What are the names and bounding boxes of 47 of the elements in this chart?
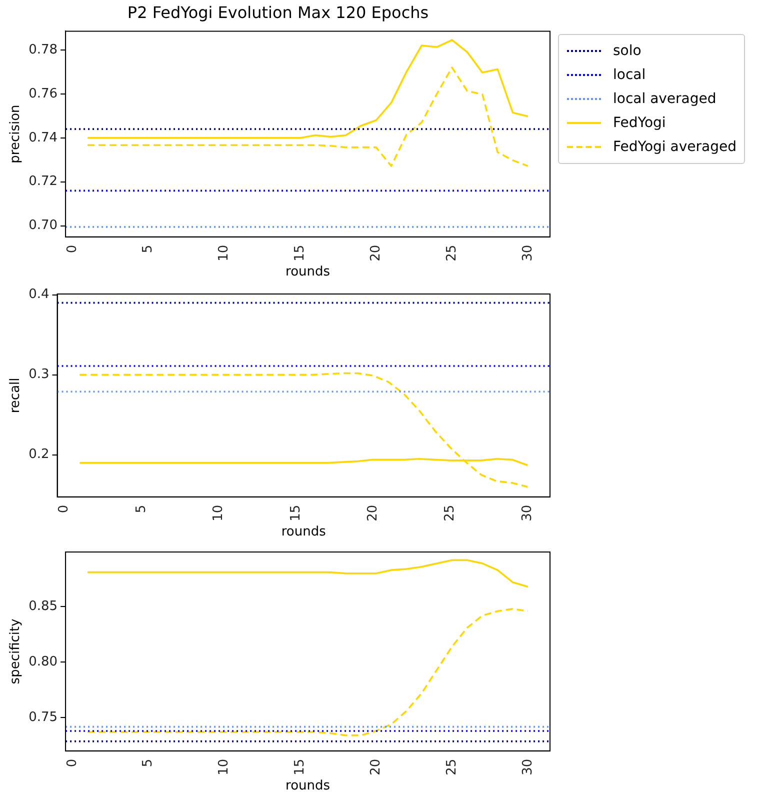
- y-tick-label: 0.85: [28, 599, 58, 614]
- x-tick-label: 30: [520, 758, 536, 776]
- y-tick-label: 0.74: [28, 130, 58, 146]
- x-tick-label: 25: [444, 758, 460, 776]
- x-tick-label: 5: [140, 758, 156, 768]
- y-tick-label: 0.78: [28, 42, 58, 58]
- y-tick-label: 0.80: [28, 654, 58, 670]
- x-tick-label: 30: [520, 504, 535, 522]
- line-series: [86, 66, 529, 167]
- x-tick-label: 20: [368, 758, 384, 776]
- y-axis-title: recall: [8, 378, 24, 414]
- x-tick-label: 15: [292, 758, 308, 776]
- legend-label: local averaged: [613, 91, 716, 107]
- y-axis-title: precision: [8, 104, 24, 164]
- x-tick-label: 30: [520, 244, 536, 262]
- x-tick-label: 25: [444, 244, 460, 262]
- x-tick-label: 20: [366, 504, 381, 522]
- x-tick-label: 15: [292, 244, 308, 262]
- y-tick-label: 0.76: [28, 86, 58, 102]
- x-tick-label: 10: [216, 758, 232, 776]
- y-tick-label: 0.72: [28, 174, 58, 190]
- chart-title: P2 FedYogi Evolution Max 120 Epochs: [127, 2, 429, 22]
- x-axis-title: rounds: [286, 778, 330, 794]
- y-tick-label: 0.3: [28, 367, 50, 382]
- x-tick-label: 0: [64, 244, 80, 254]
- x-axis-title: rounds: [281, 524, 326, 540]
- x-tick-label: 20: [368, 244, 384, 262]
- x-tick-label: 5: [140, 244, 156, 254]
- y-tick-label: 0.70: [28, 218, 58, 234]
- legend-label: FedYogi averaged: [613, 139, 736, 155]
- y-tick-label: 0.4: [28, 287, 50, 302]
- legend-label: solo: [613, 43, 642, 59]
- x-tick-label: 0: [64, 758, 80, 768]
- y-tick-label: 0.2: [28, 447, 50, 462]
- x-tick-label: 15: [288, 504, 304, 522]
- y-axis-title: specificity: [8, 618, 24, 684]
- line-series: [86, 608, 529, 736]
- x-tick-label: 5: [134, 504, 149, 514]
- x-tick-label: 10: [216, 244, 232, 262]
- legend-label: FedYogi: [613, 115, 666, 131]
- x-tick-label: 10: [211, 504, 226, 522]
- line-series: [78, 372, 529, 488]
- y-tick-label: 0.75: [28, 710, 58, 725]
- x-tick-label: 0: [56, 504, 72, 514]
- x-axis-title: rounds: [286, 264, 330, 280]
- legend-label: local: [613, 67, 646, 83]
- x-tick-label: 25: [442, 504, 458, 522]
